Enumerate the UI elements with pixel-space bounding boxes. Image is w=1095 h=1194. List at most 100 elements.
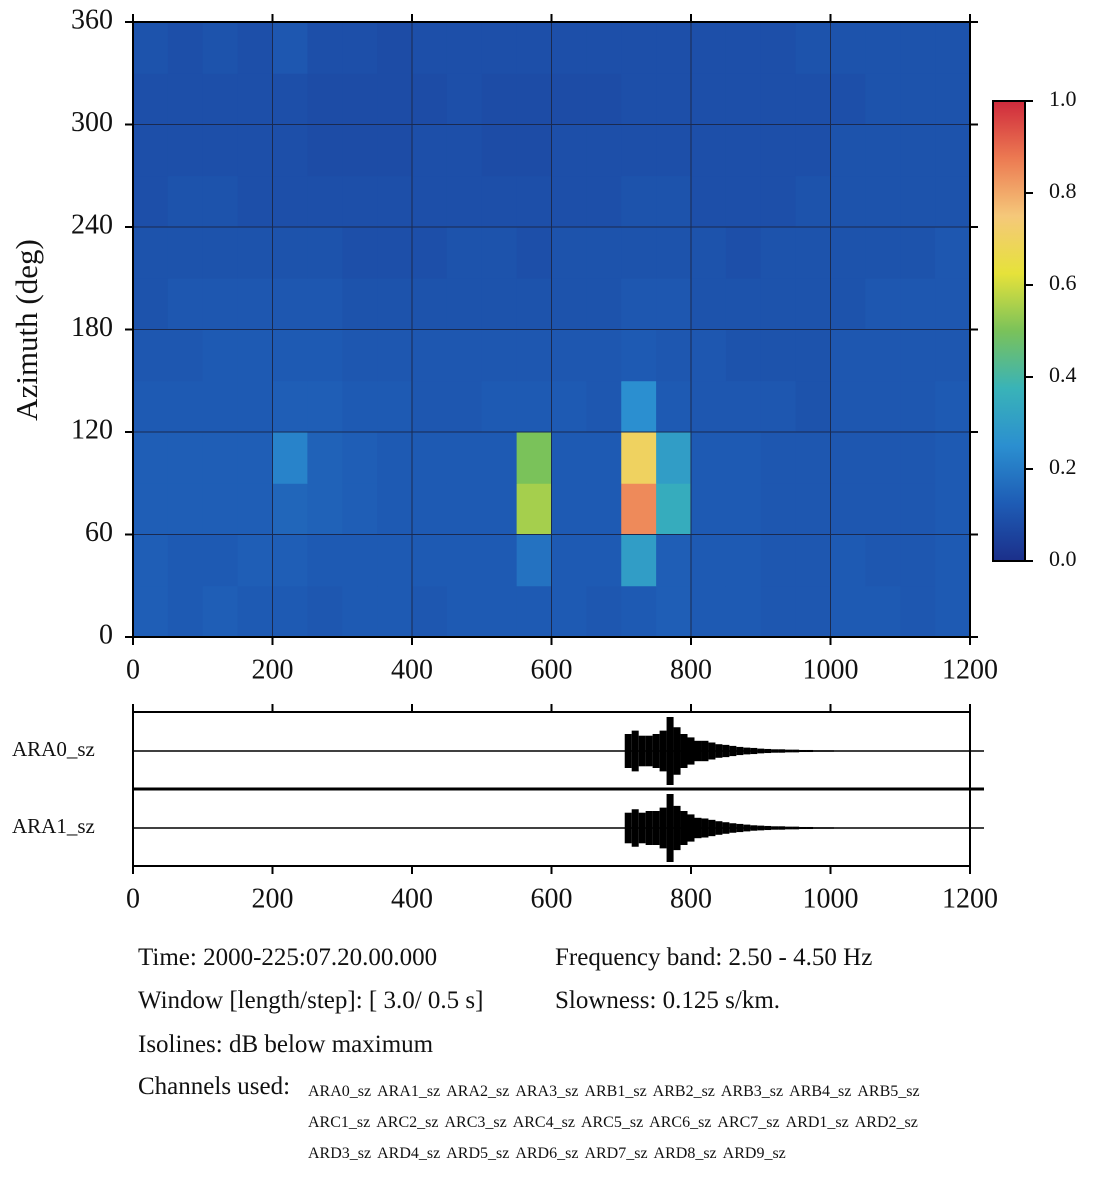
heat-cell bbox=[725, 73, 762, 125]
heat-cell bbox=[725, 124, 762, 177]
heat-cell bbox=[621, 124, 657, 177]
heat-cell bbox=[133, 432, 169, 484]
heat-cell bbox=[865, 22, 901, 74]
heat-cell bbox=[586, 124, 622, 177]
heat-cell bbox=[865, 483, 901, 535]
heat-cell bbox=[202, 380, 239, 433]
heat-cell bbox=[237, 227, 273, 279]
x-tick-label: 0 bbox=[126, 883, 140, 914]
heat-cell bbox=[481, 22, 518, 74]
heat-cell bbox=[621, 22, 657, 74]
heat-cell bbox=[446, 483, 483, 535]
heat-cell bbox=[167, 73, 204, 125]
heat-cell bbox=[900, 227, 936, 279]
heat-cell bbox=[307, 534, 343, 587]
heat-cell bbox=[830, 278, 866, 330]
heat-cell bbox=[691, 329, 727, 382]
heat-cell bbox=[935, 278, 971, 330]
heat-cell bbox=[865, 432, 901, 484]
x-tick-label: 200 bbox=[252, 883, 294, 914]
heat-cell bbox=[516, 175, 552, 228]
heat-cell bbox=[412, 432, 448, 484]
heat-cell bbox=[935, 483, 971, 535]
channel: ARB1_sz bbox=[584, 1083, 647, 1100]
heat-cell bbox=[133, 227, 169, 279]
channel: ARA2_sz bbox=[446, 1083, 510, 1100]
heat-cell bbox=[586, 483, 622, 535]
heat-cell bbox=[412, 585, 448, 638]
y-tick-label: 180 bbox=[71, 312, 113, 343]
heat-cell bbox=[830, 585, 866, 638]
x-tick-label: 1200 bbox=[942, 654, 998, 685]
heat-cell bbox=[412, 534, 448, 587]
heat-cell bbox=[481, 534, 518, 587]
heat-cell bbox=[935, 585, 971, 638]
heat-cell bbox=[900, 329, 936, 382]
heat-cell bbox=[237, 278, 273, 330]
heat-cell bbox=[551, 278, 587, 330]
heat-cell bbox=[935, 432, 971, 484]
heat-cell bbox=[167, 175, 204, 228]
heat-cell bbox=[412, 380, 448, 433]
heat-cell bbox=[516, 534, 552, 587]
window-text: Window [length/step]: [ 3.0/ 0.5 s] bbox=[138, 987, 484, 1014]
heat-cell bbox=[202, 585, 239, 638]
channel: ARD7_sz bbox=[584, 1145, 648, 1162]
heat-cell bbox=[656, 432, 692, 484]
heat-cell bbox=[342, 175, 378, 228]
heat-cell bbox=[446, 73, 483, 125]
heat-cell bbox=[342, 380, 378, 433]
heat-cell bbox=[307, 483, 343, 535]
heat-cell bbox=[586, 380, 622, 433]
channel: ARD1_sz bbox=[785, 1114, 849, 1131]
x-tick-label: 600 bbox=[531, 654, 573, 685]
heat-cell bbox=[656, 585, 692, 638]
heat-cell bbox=[237, 175, 273, 228]
heat-cell bbox=[795, 380, 831, 433]
heat-cell bbox=[551, 534, 587, 587]
channel-list: ARA0_sz ARA1_sz ARA2_sz ARA3_sz ARB1_sz ARB2_… bbox=[308, 1076, 948, 1169]
heat-cell bbox=[551, 227, 587, 279]
heat-cell bbox=[342, 329, 378, 382]
heat-cell bbox=[725, 278, 762, 330]
channel: ARB5_sz bbox=[857, 1083, 920, 1100]
heat-cell bbox=[795, 175, 831, 228]
heat-cell bbox=[133, 483, 169, 535]
heat-cell bbox=[621, 175, 657, 228]
heat-cell bbox=[621, 380, 657, 433]
heat-cell bbox=[307, 22, 343, 74]
heat-cell bbox=[865, 227, 901, 279]
heat-cell bbox=[691, 124, 727, 177]
channel: ARD4_sz bbox=[377, 1145, 441, 1162]
heat-cell bbox=[167, 124, 204, 177]
channel: ARD2_sz bbox=[854, 1114, 918, 1131]
heat-cell bbox=[725, 432, 762, 484]
y-tick-label: 360 bbox=[71, 4, 113, 35]
heat-cell bbox=[412, 227, 448, 279]
heat-cell bbox=[481, 585, 518, 638]
heat-cell bbox=[691, 227, 727, 279]
heat-cell bbox=[167, 22, 204, 74]
heat-cell bbox=[795, 432, 831, 484]
heat-cell bbox=[795, 585, 831, 638]
heat-cell bbox=[342, 227, 378, 279]
heat-cell bbox=[725, 534, 762, 587]
heat-cell bbox=[272, 22, 308, 74]
heat-cell bbox=[237, 483, 273, 535]
heat-cell bbox=[760, 73, 797, 125]
channel: ARD9_sz bbox=[722, 1145, 786, 1162]
colorbar-tick-label: 0.4 bbox=[1049, 362, 1077, 387]
heat-cell bbox=[935, 22, 971, 74]
heat-cell bbox=[900, 175, 936, 228]
heat-cell bbox=[167, 227, 204, 279]
heat-cell bbox=[412, 124, 448, 177]
heat-cell bbox=[621, 534, 657, 587]
channel: ARD3_sz bbox=[308, 1145, 372, 1162]
x-tick-label: 200 bbox=[252, 654, 294, 685]
heat-cell bbox=[167, 483, 204, 535]
heat-cell bbox=[237, 329, 273, 382]
heat-cell bbox=[725, 329, 762, 382]
heat-cell bbox=[377, 175, 413, 228]
heat-cell bbox=[551, 432, 587, 484]
heat-cell bbox=[795, 73, 831, 125]
